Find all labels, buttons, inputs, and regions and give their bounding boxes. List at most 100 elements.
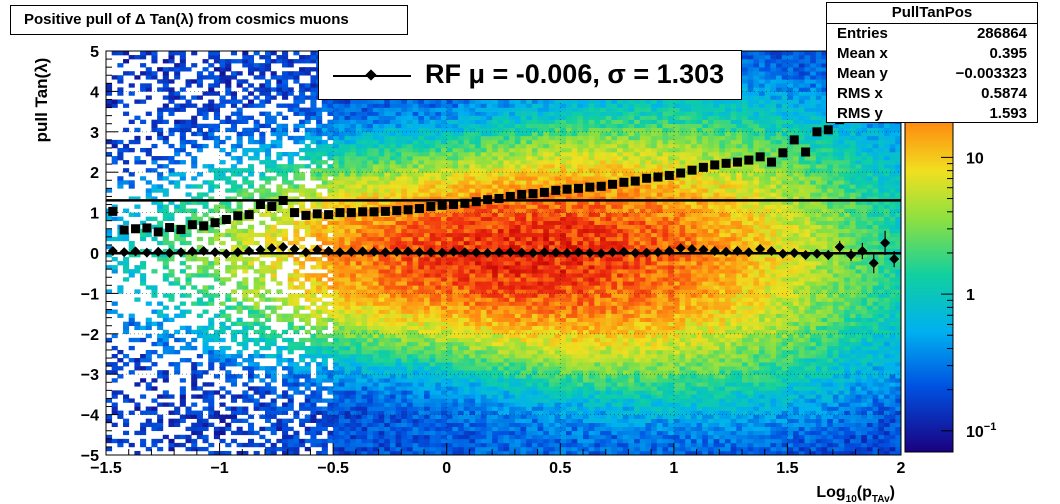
heatmap-cell: [412, 281, 419, 286]
heatmap-cell: [265, 366, 272, 371]
heatmap-cell: [446, 236, 453, 242]
heatmap-cell: [242, 305, 249, 310]
heatmap-cell: [372, 115, 379, 120]
heatmap-cell: [367, 321, 374, 327]
heatmap-cell: [475, 212, 482, 217]
heatmap-cell: [282, 442, 289, 448]
heatmap-cell: [458, 269, 465, 274]
heatmap-cell: [179, 63, 186, 68]
heatmap-cell: [378, 192, 385, 197]
heatmap-cell: [213, 75, 220, 80]
heatmap-cell: [355, 224, 362, 230]
heatmap-cell: [196, 386, 203, 391]
heatmap-cell: [134, 115, 141, 120]
heatmap-cell: [230, 91, 238, 96]
heatmap-cell: [367, 289, 374, 294]
heatmap-cell: [452, 390, 459, 395]
heatmap-cell: [185, 277, 192, 282]
heatmap-cell: [441, 402, 448, 407]
heatmap-cell: [247, 370, 255, 375]
heatmap-cell: [321, 378, 328, 383]
heatmap-cell: [418, 325, 425, 331]
heatmap-cell: [395, 160, 402, 165]
heatmap-cell: [412, 426, 419, 432]
heatmap-cell: [446, 382, 453, 387]
heatmap-cell: [446, 172, 453, 177]
heatmap-cell: [327, 422, 334, 428]
heatmap-cell: [475, 422, 482, 428]
heatmap-cell: [492, 378, 499, 383]
heatmap-cell: [463, 446, 470, 452]
heatmap-cell: [497, 410, 504, 415]
heatmap-cell: [389, 374, 397, 379]
heatmap-cell: [367, 131, 374, 137]
heatmap-cell: [247, 99, 255, 104]
heatmap-cell: [480, 248, 487, 254]
heatmap-cell: [412, 313, 419, 318]
heatmap-cell: [486, 414, 493, 419]
heatmap-cell: [384, 147, 391, 153]
heatmap-cell: [168, 281, 175, 286]
heatmap-cell: [395, 358, 402, 363]
heatmap-cell: [265, 212, 272, 217]
heatmap-cell: [321, 265, 328, 270]
heatmap-cell: [350, 390, 357, 395]
heatmap-cell: [350, 293, 357, 298]
heatmap-cell: [350, 354, 357, 359]
heatmap-cell: [276, 265, 283, 270]
heatmap-cell: [384, 341, 391, 347]
heatmap-cell: [333, 386, 340, 391]
heatmap-cell: [446, 398, 453, 403]
heatmap-cell: [157, 115, 164, 120]
heatmap-cell: [406, 192, 414, 197]
heatmap-cell: [480, 309, 487, 314]
heatmap-cell: [424, 426, 431, 432]
heatmap-cell: [435, 434, 442, 440]
heatmap-cell: [412, 107, 419, 112]
heatmap-cell: [384, 164, 391, 169]
heatmap-cell: [265, 123, 272, 129]
heatmap-cell: [412, 152, 419, 157]
heatmap-cell: [304, 83, 311, 88]
heatmap-cell: [350, 103, 357, 108]
heatmap-cell: [389, 228, 397, 234]
heatmap-cell: [486, 285, 493, 290]
heatmap-cell: [424, 362, 431, 367]
heatmap-cell: [276, 358, 283, 363]
heatmap-cell: [435, 333, 442, 339]
heatmap-cell: [384, 398, 391, 403]
heatmap-cell: [242, 341, 249, 347]
heatmap-cell: [157, 354, 164, 359]
heatmap-cell: [259, 293, 266, 298]
heatmap-cell: [395, 180, 402, 185]
heatmap-cell: [316, 147, 323, 153]
heatmap-cell: [458, 103, 465, 108]
heatmap-cell: [327, 277, 334, 282]
heatmap-cell: [310, 309, 317, 314]
heatmap-cell: [389, 99, 397, 104]
heatmap-cell: [316, 277, 323, 282]
heatmap-cell: [367, 192, 374, 197]
heatmap-cell: [463, 160, 470, 165]
heatmap-cell: [412, 305, 419, 310]
heatmap-cell: [208, 196, 215, 201]
heatmap-cell: [202, 370, 209, 375]
heatmap-cell: [406, 378, 414, 383]
heatmap-cell: [304, 349, 311, 355]
heatmap-cell: [219, 414, 226, 419]
heatmap-cell: [344, 293, 351, 298]
heatmap-cell: [151, 188, 158, 193]
heatmap-cell: [242, 59, 249, 64]
heatmap-cell: [401, 398, 408, 403]
heatmap-cell: [338, 107, 345, 112]
heatmap-cell: [225, 450, 232, 455]
heatmap-cell: [497, 313, 504, 318]
heatmap-cell: [162, 337, 169, 343]
heatmap-cell: [242, 321, 249, 327]
heatmap-cell: [202, 394, 209, 399]
heatmap-cell: [492, 115, 499, 120]
heatmap-cell: [191, 160, 198, 165]
heatmap-cell: [412, 406, 419, 411]
heatmap-cell: [372, 131, 379, 137]
heatmap-cell: [287, 337, 294, 343]
